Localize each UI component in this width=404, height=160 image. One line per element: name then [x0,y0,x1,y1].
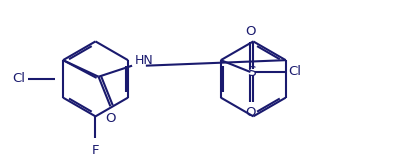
Text: HN: HN [135,54,154,68]
Text: O: O [245,106,256,119]
Text: O: O [105,112,116,125]
Text: F: F [92,144,99,157]
Text: S: S [247,65,256,79]
Text: Cl: Cl [288,65,301,79]
Text: Cl: Cl [13,72,26,85]
Text: O: O [245,25,256,38]
